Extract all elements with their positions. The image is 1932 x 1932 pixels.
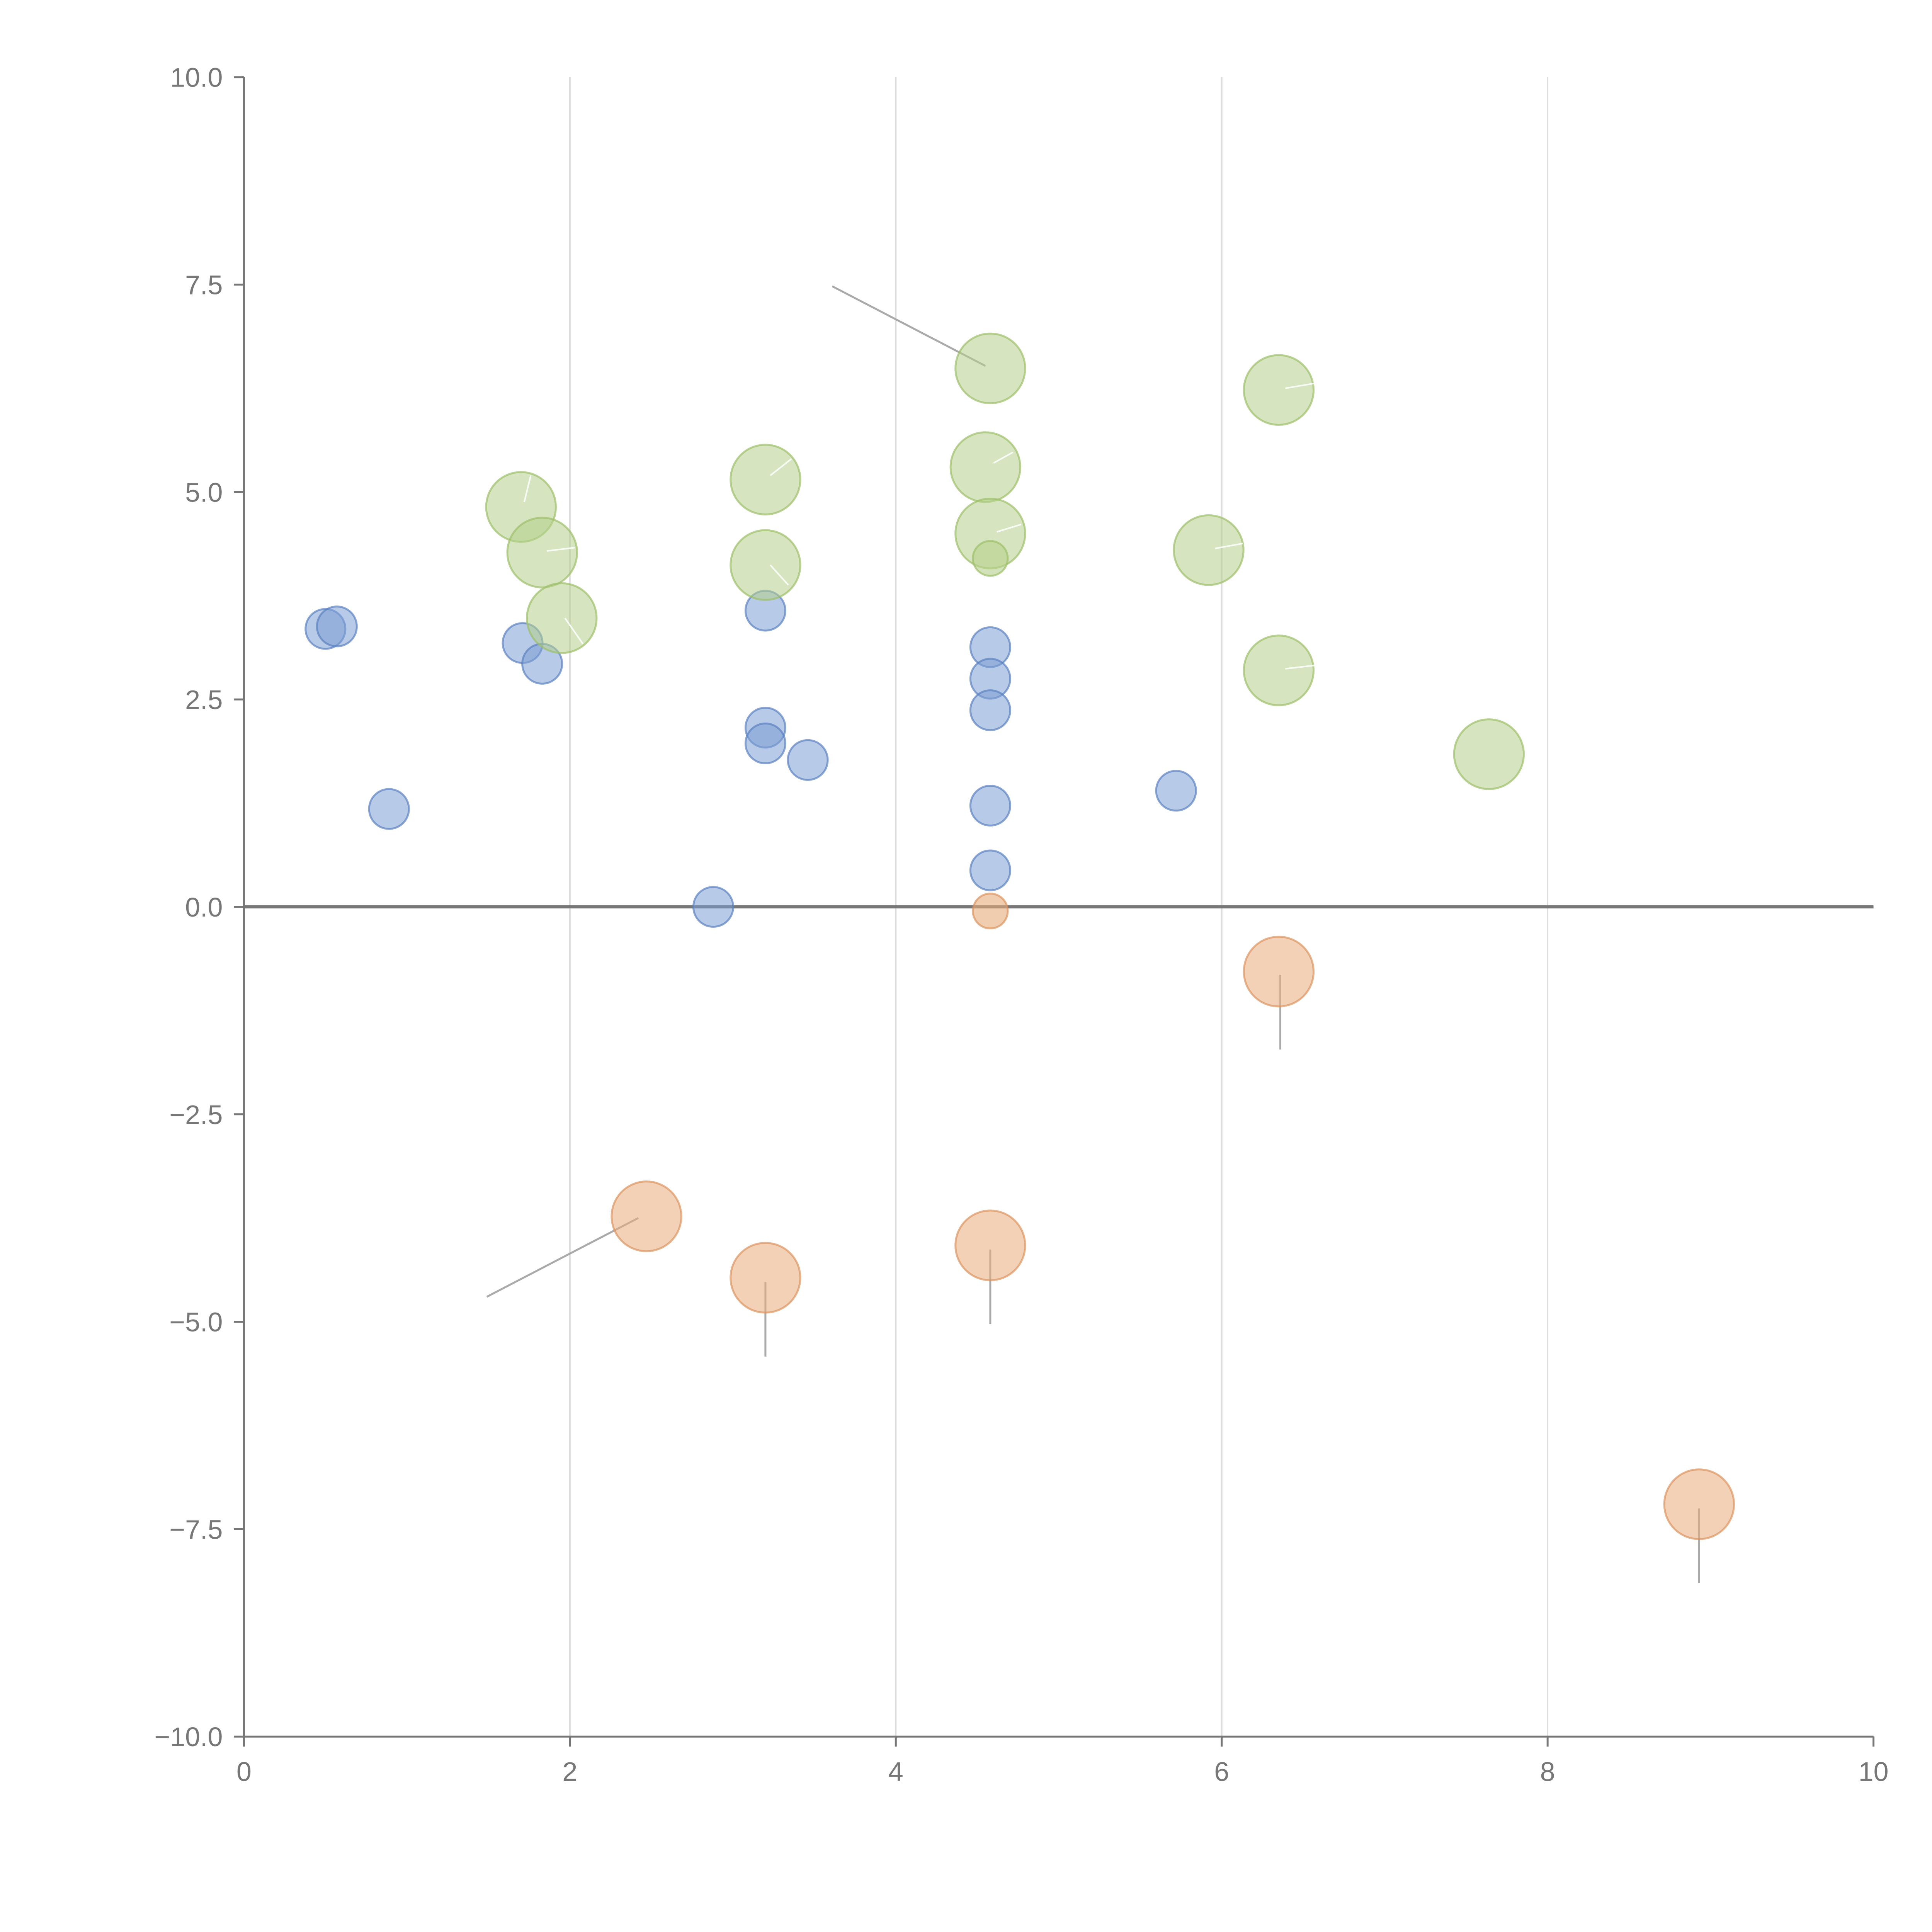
label-leader-line	[486, 1217, 639, 1298]
inner-leader-line	[564, 617, 584, 645]
green-point-small	[972, 540, 1009, 577]
y-tick-label: 10.0	[170, 63, 223, 93]
inner-leader-line	[547, 547, 575, 552]
inner-leader-line	[1215, 543, 1243, 549]
green-point	[1453, 718, 1525, 790]
blue-point	[368, 788, 410, 830]
green-point	[949, 431, 1021, 503]
y-tick-label: 7.5	[185, 270, 223, 300]
blue-point	[969, 784, 1011, 827]
leader-layer	[486, 285, 1700, 1583]
orange-point	[611, 1180, 682, 1252]
inner-leader-line	[1285, 665, 1315, 670]
green-point	[1243, 354, 1315, 426]
x-tick-label: 2	[562, 1757, 577, 1787]
inner-leader-line	[770, 564, 789, 586]
blue-point	[969, 689, 1011, 731]
inner-leader-line	[997, 524, 1022, 533]
blue-point	[787, 739, 829, 781]
orange-point	[1663, 1468, 1735, 1540]
green-point	[954, 332, 1026, 405]
y-tick-label: −2.5	[169, 1100, 223, 1130]
green-point	[506, 517, 578, 588]
y-tick-label: 2.5	[185, 685, 223, 715]
y-tick-label: 5.0	[185, 477, 223, 507]
blue-point	[1155, 770, 1197, 812]
green-point	[1243, 634, 1315, 706]
point-layer	[304, 332, 1735, 1540]
x-tick-label: 4	[888, 1757, 903, 1787]
blue-point	[744, 722, 786, 765]
y-tick-label: −10.0	[154, 1722, 223, 1752]
y-tick-label: −7.5	[169, 1514, 223, 1544]
x-tick-label: 10	[1859, 1757, 1889, 1787]
inner-leader-line	[993, 451, 1014, 464]
blue-point	[316, 605, 358, 648]
inner-leader-line	[770, 458, 792, 476]
orange-point	[1243, 935, 1315, 1008]
green-point	[526, 582, 598, 654]
x-tick-label: 6	[1214, 1757, 1229, 1787]
orange-point	[730, 1242, 801, 1314]
green-point	[730, 529, 801, 601]
inner-leader-line	[523, 475, 532, 502]
y-tick-label: −5.0	[169, 1307, 223, 1337]
x-tick-label: 8	[1540, 1757, 1555, 1787]
blue-point	[969, 849, 1011, 891]
tick-label-layer: 10.0 7.5 5.0 2.5 0.0 −2.5 −5.0 −7.5 −10.0 0 2 4 6 8 10	[154, 63, 1888, 1787]
x-tick-label: 0	[236, 1757, 252, 1787]
green-point	[730, 444, 801, 515]
green-point	[1173, 514, 1245, 586]
blue-point	[692, 886, 735, 928]
axis-layer	[234, 76, 1875, 1747]
inner-leader-layer	[523, 383, 1315, 670]
orange-point	[954, 1209, 1026, 1281]
orange-point-small	[972, 893, 1009, 930]
inner-leader-line	[1285, 383, 1315, 389]
y-tick-label: 0.0	[185, 892, 223, 922]
